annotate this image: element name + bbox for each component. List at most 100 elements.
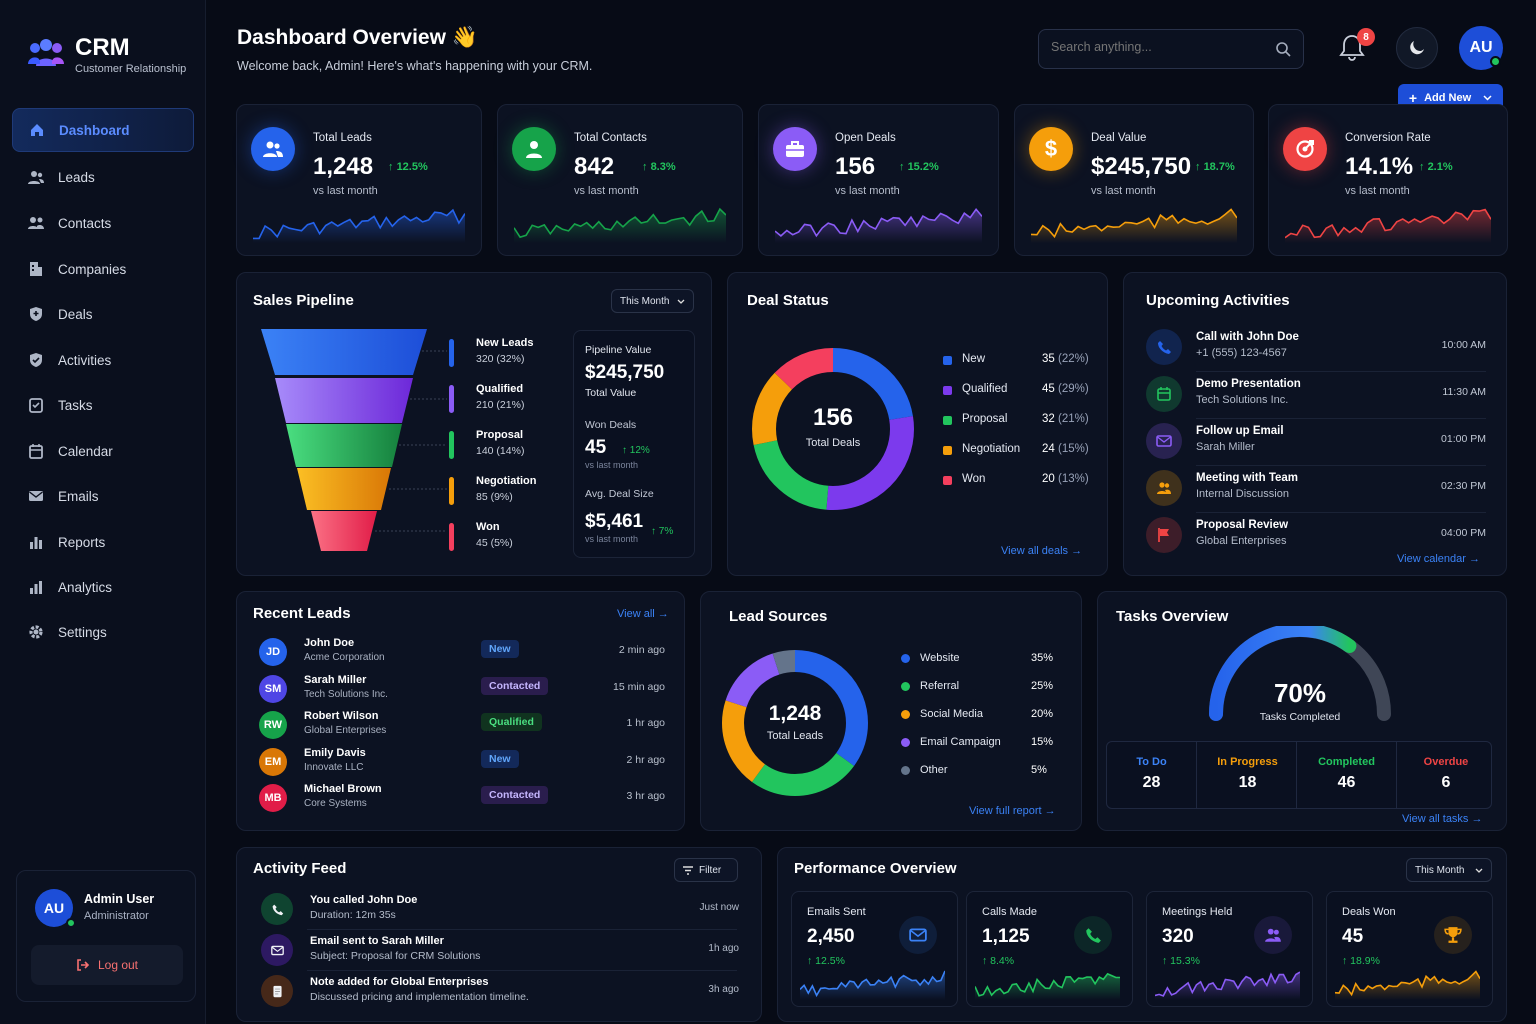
pipeline-stage-bar (449, 523, 454, 551)
perf-value: 320 (1162, 926, 1194, 947)
activity-item[interactable]: Demo Presentation Tech Solutions Inc. 11:3… (1144, 376, 1486, 419)
lead-row[interactable]: MB Michael Brown Core Systems Contacted 3 hr… (259, 782, 667, 814)
lead-company: Tech Solutions Inc. (304, 688, 388, 700)
perf-label: Deals Won (1342, 906, 1396, 918)
notification-bell[interactable]: 8 (1338, 28, 1375, 64)
funnel-stage-new-leads (261, 329, 427, 375)
perf-label: Calls Made (982, 906, 1038, 918)
activity-time: 04:00 PM (1441, 527, 1486, 539)
target-icon (1283, 127, 1327, 171)
recent-leads-title: Recent Leads (253, 605, 351, 622)
nav-item-leads[interactable]: Leads (12, 155, 194, 199)
search-input[interactable] (1051, 40, 1261, 54)
lead-row[interactable]: JD John Doe Acme Corporation New 2 min ago (259, 636, 667, 668)
feed-item[interactable]: Email sent to Sarah Miller Subject: Propo… (261, 934, 739, 971)
feed-time: Just now (699, 902, 739, 913)
perf-card-emails-sent: Emails Sent 2,450 ↑ 12.5% (791, 891, 958, 1007)
perf-sparkline (1335, 970, 1480, 1000)
feed-item[interactable]: You called John Doe Duration: 12m 35s Just… (261, 893, 739, 930)
activity-time: 02:30 PM (1441, 480, 1486, 492)
nav-item-settings[interactable]: Settings (12, 610, 194, 654)
lead-row[interactable]: SM Sarah Miller Tech Solutions Inc. Contact… (259, 673, 667, 705)
feed-item[interactable]: Note added for Global Enterprises Discuss… (261, 975, 739, 1009)
deal-legend-value: 20 (13%) (1042, 473, 1089, 485)
activity-item[interactable]: Proposal Review Global Enterprises 04:00 P… (1144, 517, 1486, 557)
activity-item[interactable]: Call with John Doe +1 (555) 123-4567 10:00… (1144, 329, 1486, 372)
pipeline-period-dropdown[interactable]: This Month (611, 289, 694, 313)
tasks-stats-panel: To Do 28 In Progress 18 Completed 46 Overdue 6 (1106, 741, 1492, 809)
brand-logo-icon (28, 36, 64, 68)
view-all-tasks-link[interactable]: View all tasks → (1402, 813, 1483, 825)
kpi-subtitle: vs last month (1345, 185, 1410, 197)
view-calendar-link[interactable]: View calendar → (1397, 553, 1480, 565)
kpi-value: 842 (574, 153, 615, 180)
view-full-report-link[interactable]: View full report → (969, 805, 1056, 817)
task-stat-overdue: Overdue 6 (1399, 742, 1493, 808)
activity-shield-icon (28, 352, 44, 368)
pipeline-value-label: Pipeline Value (585, 344, 652, 356)
filter-icon (683, 865, 693, 875)
divider (307, 970, 737, 971)
donut-segment (752, 348, 914, 510)
feed-title: You called John Doe (310, 894, 418, 906)
perf-label: Meetings Held (1162, 906, 1233, 918)
nav-label: Leads (58, 169, 95, 185)
activity-time: 11:30 AM (1442, 386, 1486, 398)
legend-swatch (901, 710, 910, 719)
notification-count-badge: 8 (1357, 28, 1375, 46)
kpi-change: ↑ 12.5% (388, 161, 428, 173)
moon-icon (1410, 41, 1424, 55)
bell-icon (1339, 35, 1365, 61)
lead-name: Michael Brown (304, 783, 382, 795)
lead-time: 3 hr ago (626, 790, 665, 802)
view-all-leads-link[interactable]: View all → (617, 608, 669, 620)
bar-chart-icon (28, 579, 44, 595)
lead-avatar: SM (259, 674, 287, 703)
pipeline-stage-value: 210 (21%) (476, 399, 525, 411)
lead-row[interactable]: RW Robert Wilson Global Enterprises Qualifi… (259, 709, 667, 741)
lead-company: Global Enterprises (304, 725, 387, 736)
nav-label: Emails (58, 488, 99, 504)
pipeline-stage-bar (449, 431, 454, 459)
divider (1196, 512, 1486, 513)
mail-icon (1146, 423, 1182, 459)
pipeline-stage-name: Won (476, 521, 500, 533)
pipeline-title: Sales Pipeline (253, 292, 354, 309)
view-all-deals-link[interactable]: View all deals → (1001, 545, 1083, 557)
lead-row[interactable]: EM Emily Davis Innovate LLC New 2 hr ago (259, 746, 667, 778)
pipeline-value-sub: Total Value (585, 387, 637, 399)
nav-item-companies[interactable]: Companies (12, 247, 194, 291)
search-icon[interactable] (1276, 42, 1291, 57)
activity-item[interactable]: Meeting with Team Internal Discussion 02:3… (1144, 470, 1486, 513)
avg-deal-change: ↑ 7% (651, 526, 674, 537)
nav-item-activities[interactable]: Activities (12, 338, 194, 382)
nav-item-tasks[interactable]: Tasks (12, 383, 194, 427)
nav-item-analytics[interactable]: Analytics (12, 565, 194, 609)
feed-subtitle: Duration: 12m 35s (310, 909, 396, 921)
logout-button[interactable]: Log out (31, 945, 183, 985)
deal-status-title: Deal Status (747, 292, 829, 309)
theme-toggle-button[interactable] (1396, 27, 1438, 69)
performance-period-dropdown[interactable]: This Month (1406, 858, 1492, 882)
kpi-value: 14.1% (1345, 153, 1414, 180)
feed-filter-button[interactable]: Filter (674, 858, 738, 882)
nav-item-contacts[interactable]: Contacts (12, 201, 194, 245)
nav-item-dashboard[interactable]: Dashboard (12, 108, 194, 152)
funnel-stage-negotiation (297, 468, 391, 510)
perf-change: ↑ 18.9% (1342, 955, 1380, 967)
lead-time: 2 min ago (618, 644, 665, 656)
activity-item[interactable]: Follow up Email Sarah Miller 01:00 PM (1144, 423, 1486, 466)
building-icon (28, 261, 44, 277)
nav-item-deals[interactable]: Deals (12, 292, 194, 336)
feed-title: Note added for Global Enterprises (310, 976, 489, 988)
deal-legend-value: 35 (22%) (1042, 353, 1089, 365)
nav-item-emails[interactable]: Emails (12, 474, 194, 518)
mail-icon (261, 934, 293, 966)
nav-item-calendar[interactable]: Calendar (12, 429, 194, 473)
user-role: Administrator (84, 910, 149, 922)
legend-swatch (943, 386, 952, 395)
pipeline-stage-value: 45 (5%) (476, 537, 513, 549)
avg-deal-value: $5,461 (585, 511, 644, 532)
kpi-sparkline (1031, 208, 1237, 243)
nav-item-reports[interactable]: Reports (12, 520, 194, 564)
